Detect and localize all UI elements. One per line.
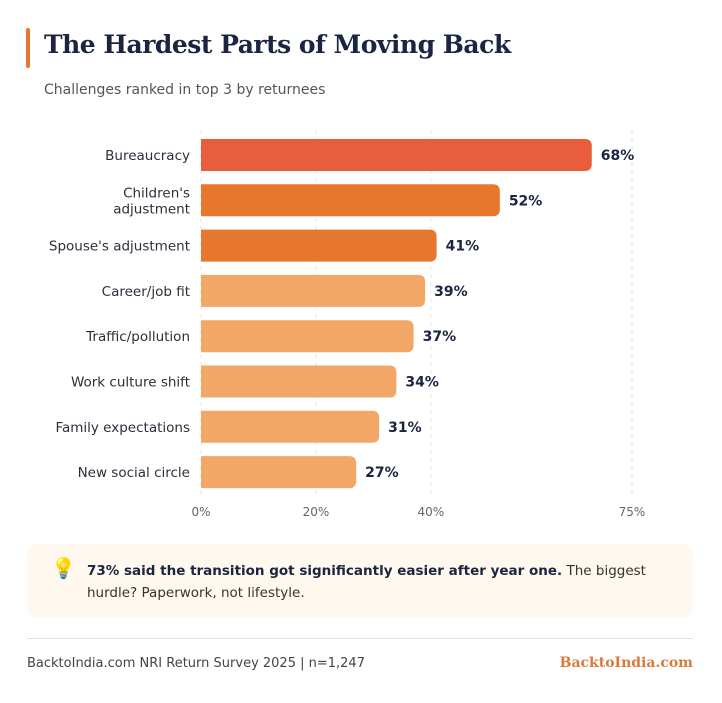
category-label: Family expectations	[55, 420, 190, 436]
brand-logo: BacktoIndia.com	[559, 655, 693, 671]
category-label: New social circle	[78, 465, 190, 481]
source-note: BacktoIndia.com NRI Return Survey 2025 |…	[27, 656, 365, 671]
page-title: The Hardest Parts of Moving Back	[44, 30, 511, 59]
bar	[201, 184, 500, 217]
category-label: Spouse's adjustment	[49, 239, 190, 255]
value-label: 31%	[388, 420, 422, 436]
value-label: 37%	[423, 329, 457, 345]
callout-rest: The biggest hurdle? Paperwork, not lifes…	[87, 563, 646, 601]
value-label: 52%	[509, 193, 543, 209]
bar-chart: 0% 20% 40% 75% 68% Bureaucracy 52% Children'sad…	[49, 130, 646, 519]
category-label: Work culture shift	[71, 375, 190, 391]
lightbulb-icon: 💡	[51, 556, 76, 580]
bar	[201, 274, 426, 307]
bar	[201, 139, 592, 171]
value-label: 27%	[365, 465, 399, 481]
category-label: Children's	[123, 185, 190, 201]
value-label: 68%	[601, 148, 635, 164]
x-tick-label: 75%	[619, 505, 646, 519]
divider	[27, 638, 693, 639]
x-tick-label: 40%	[418, 505, 445, 519]
value-label: 34%	[405, 375, 439, 391]
subtitle: Challenges ranked in top 3 by returnees	[44, 82, 326, 98]
bar	[201, 456, 357, 489]
value-label: 39%	[434, 284, 468, 300]
insight-callout: 💡 73% said the transition got significan…	[27, 544, 693, 618]
bar	[201, 410, 380, 443]
x-tick-label: 20%	[303, 505, 330, 519]
callout-bold: 73% said the transition got significantl…	[87, 563, 563, 579]
bar	[201, 365, 397, 398]
value-label: 41%	[446, 239, 480, 255]
x-tick-label: 0%	[191, 505, 210, 519]
bar	[201, 320, 414, 353]
category-label: Bureaucracy	[105, 148, 190, 164]
category-label: adjustment	[113, 201, 190, 217]
bar	[201, 229, 437, 262]
callout-text: 73% said the transition got significantl…	[87, 560, 677, 604]
title-accent-bar	[26, 28, 30, 68]
category-label: Career/job fit	[102, 284, 190, 300]
category-label: Traffic/pollution	[85, 329, 190, 345]
